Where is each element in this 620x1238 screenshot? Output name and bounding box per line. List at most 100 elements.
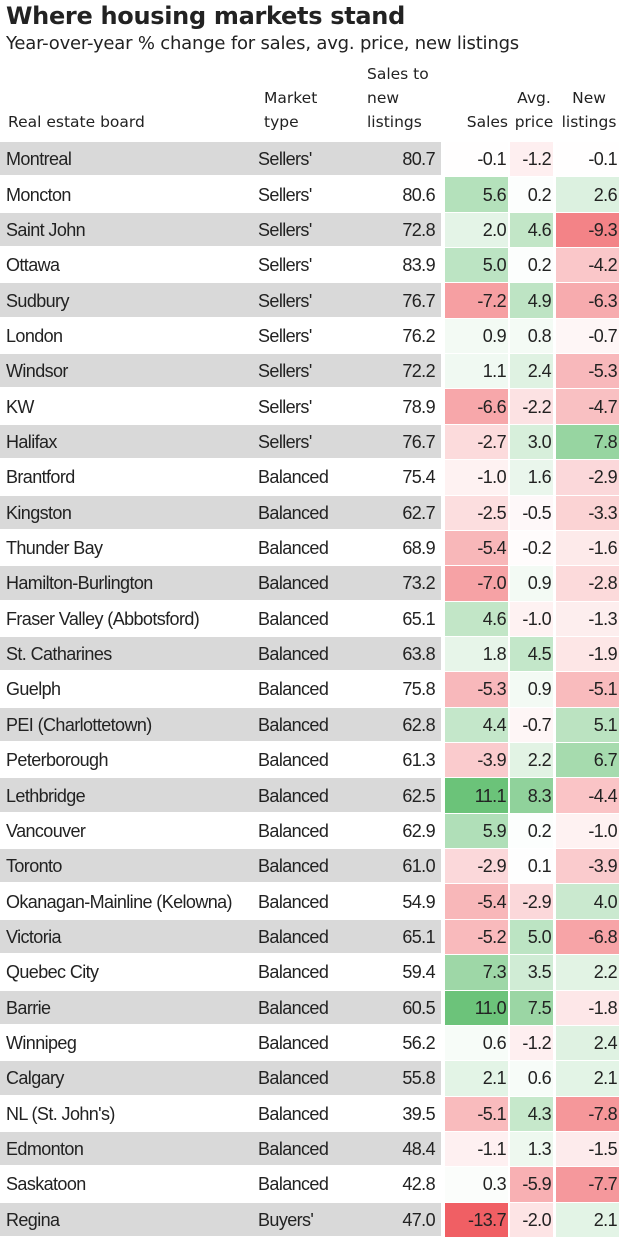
heat-cell: [445, 566, 508, 601]
ratio-value: 56.2: [402, 1033, 435, 1054]
heat-cell: [510, 142, 553, 177]
change-value: 2.1: [482, 1068, 507, 1089]
board-name: Regina: [6, 1209, 60, 1230]
heat-cell: [556, 813, 619, 849]
market-type: Balanced: [258, 467, 329, 488]
heat-cell: [556, 566, 619, 601]
change-value: -4.7: [588, 396, 617, 417]
ratio-value: 61.0: [402, 856, 435, 877]
heat-cell: [445, 530, 508, 566]
change-value: -1.0: [477, 467, 506, 488]
heat-cell: [556, 990, 619, 1025]
ratio-value: 80.6: [402, 184, 435, 205]
heat-cell: [510, 460, 553, 495]
ratio-value: 65.1: [402, 926, 435, 947]
change-value: -0.1: [588, 149, 617, 170]
board-name: Saint John: [6, 219, 86, 240]
change-value: -9.3: [588, 219, 617, 240]
ratio-value: 47.0: [402, 1209, 435, 1230]
board-name: Victoria: [6, 926, 62, 947]
board-name: Winnipeg: [6, 1033, 77, 1054]
heat-cell: [510, 849, 553, 884]
heat-cell: [510, 990, 553, 1025]
board-name: London: [6, 325, 63, 346]
change-value: -13.7: [467, 1209, 507, 1230]
change-value: -6.3: [588, 290, 617, 311]
heat-cell: [510, 212, 553, 248]
change-value: 11.0: [474, 997, 507, 1018]
heat-cell: [556, 955, 619, 990]
change-value: 1.3: [527, 1139, 552, 1160]
heat-cell: [510, 1167, 553, 1202]
column-header: Real estate board: [8, 113, 145, 131]
heat-cell: [556, 672, 619, 707]
change-value: -5.2: [477, 926, 506, 947]
change-value: 0.8: [527, 325, 552, 346]
change-value: 0.9: [527, 679, 552, 700]
ratio-value: 76.7: [402, 290, 435, 311]
change-value: 0.1: [527, 856, 552, 877]
board-name: Halifax: [6, 432, 57, 452]
change-value: 2.1: [593, 1068, 618, 1089]
row-stripe: [0, 495, 441, 529]
row-stripe: [0, 990, 441, 1024]
change-value: -7.8: [588, 1103, 617, 1124]
change-value: 0.2: [527, 184, 552, 205]
change-value: -7.7: [588, 1174, 617, 1195]
heat-cell: [510, 743, 553, 778]
change-value: 4.5: [527, 644, 552, 665]
heat-cell: [445, 248, 508, 283]
change-value: -0.5: [522, 502, 551, 523]
change-value: 2.4: [593, 1033, 618, 1054]
subtitle: Year-over-year % change for sales, avg. …: [6, 33, 519, 54]
change-value: 1.8: [482, 644, 507, 665]
heat-cell: [510, 778, 553, 813]
change-value: -7.0: [477, 573, 506, 594]
ratio-value: 59.4: [402, 962, 435, 983]
board-name: Montreal: [6, 149, 72, 170]
heat-cell: [556, 460, 619, 495]
row-stripe: [0, 707, 441, 742]
change-value: 0.2: [527, 820, 552, 841]
board-name: Hamilton-Burlington: [6, 573, 153, 594]
heat-cell: [445, 177, 508, 212]
market-type: Sellers': [258, 361, 312, 382]
row-stripe: [0, 354, 441, 388]
change-value: 2.1: [593, 1209, 618, 1230]
heat-cell: [445, 142, 508, 177]
heat-cell: [445, 743, 508, 778]
heat-cell: [445, 1131, 508, 1167]
heat-cell: [556, 743, 619, 778]
heat-cell: [556, 919, 619, 955]
change-value: -2.9: [588, 467, 617, 488]
ratio-value: 62.8: [402, 714, 435, 735]
market-type: Sellers': [258, 396, 312, 417]
heat-cell: [445, 495, 508, 530]
heat-cell: [556, 884, 619, 919]
heat-cell: [556, 177, 619, 212]
change-value: -2.9: [522, 891, 551, 912]
change-value: -1.3: [588, 608, 617, 629]
ratio-value: 63.8: [402, 644, 435, 665]
column-header: Market type: [264, 89, 318, 131]
column-header: Avg. price: [514, 89, 554, 131]
heat-cell: [556, 248, 619, 283]
heat-cell: [556, 142, 619, 177]
board-name: Toronto: [6, 856, 62, 877]
board-name: Barrie: [6, 997, 51, 1018]
ratio-value: 76.7: [402, 432, 435, 452]
market-type: Balanced: [258, 1103, 329, 1124]
market-type: Balanced: [258, 856, 329, 877]
heat-cell: [445, 849, 508, 884]
market-type: Sellers': [258, 255, 312, 276]
board-name: Edmonton: [6, 1139, 84, 1160]
heat-cell: [556, 707, 619, 743]
heat-cell: [556, 601, 619, 636]
change-value: 4.6: [527, 219, 552, 240]
heat-cell: [445, 813, 508, 849]
heat-cell: [445, 1061, 508, 1096]
ratio-value: 54.9: [402, 891, 435, 912]
heat-cell: [510, 354, 553, 389]
heat-cell: [510, 919, 553, 955]
change-value: 4.4: [482, 714, 507, 735]
